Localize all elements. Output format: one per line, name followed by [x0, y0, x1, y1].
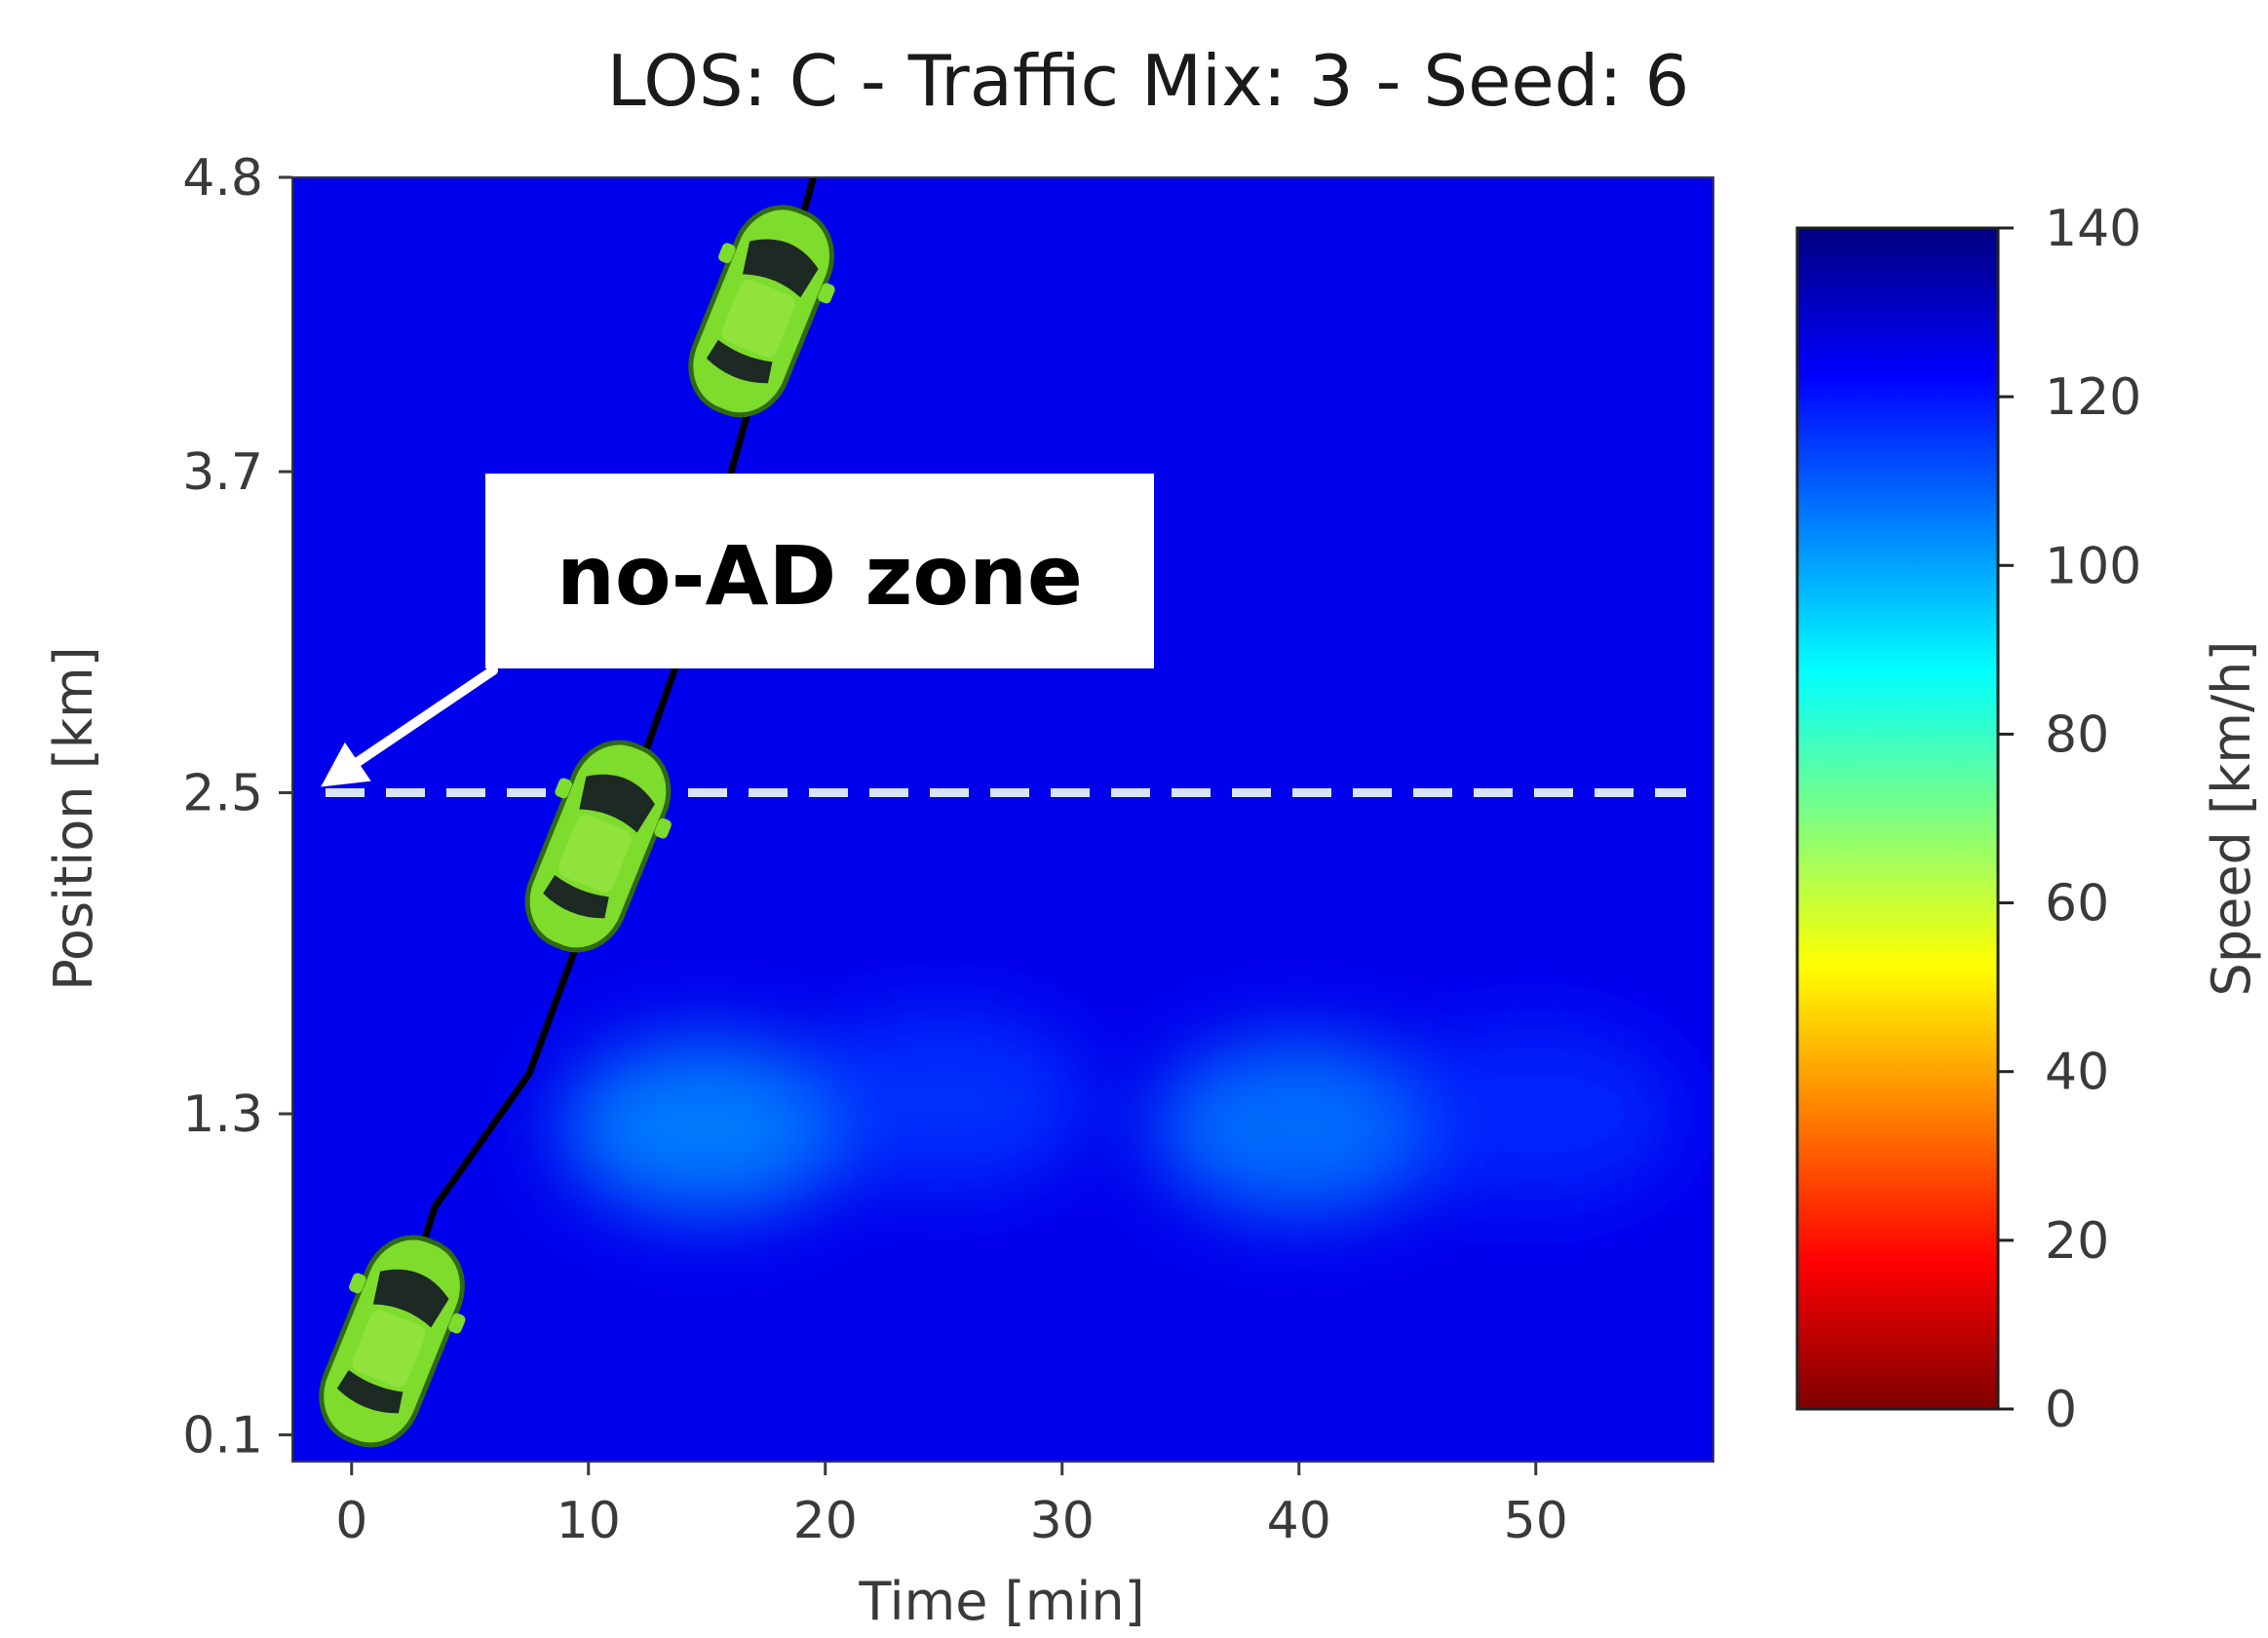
annotation-arrow [345, 666, 498, 772]
y-axis-label: Position [km] [43, 646, 104, 990]
heatmap-speed-field [560, 1012, 1682, 1215]
y-tick-label: 4.8 [182, 149, 263, 208]
car-roof [557, 815, 633, 893]
y-tick-label: 3.7 [182, 443, 263, 502]
x-tick-label: 50 [1504, 1492, 1568, 1550]
annotation-arrowhead [321, 742, 371, 787]
vehicle-marker [524, 740, 672, 953]
colorbar-tick-label: 120 [2045, 368, 2141, 427]
x-tick-label: 40 [1267, 1492, 1331, 1550]
y-tick-label: 1.3 [182, 1086, 263, 1144]
car-mirror [555, 778, 572, 799]
car-rear-window [706, 339, 773, 384]
car-roof [352, 1310, 426, 1388]
no-ad-zone-annotation: no-AD zone [321, 474, 1154, 787]
x-axis-label: Time [min] [858, 1571, 1144, 1632]
colorbar-tick-label: 80 [2045, 705, 2109, 764]
colorbar-tick-label: 100 [2045, 537, 2141, 595]
heatmap-slow-region [560, 1039, 854, 1215]
car-mirror [448, 1313, 466, 1334]
colorbar: 0 20 40 60 80 100 120 140 Speed [km/h] [1795, 200, 2262, 1439]
car-windshield [372, 1269, 449, 1328]
colorbar-tick-label: 20 [2045, 1212, 2109, 1271]
colorbar-label: Speed [km/h] [2201, 641, 2262, 997]
vehicle-markers [319, 205, 835, 1448]
y-tick-label: 2.5 [182, 765, 263, 823]
annotation-text: no-AD zone [557, 528, 1083, 624]
y-axis: 0.1 1.3 2.5 3.7 4.8 [182, 149, 292, 1466]
colorbar-tick-label: 40 [2045, 1044, 2109, 1102]
car-rear-window [543, 875, 609, 919]
car-windshield [742, 239, 819, 298]
car-mirror [718, 243, 736, 264]
car-mirror [818, 283, 835, 304]
x-axis: 0 10 20 30 40 50 [335, 1462, 1568, 1550]
x-tick-label: 30 [1030, 1492, 1095, 1550]
annotation-box [485, 474, 1154, 668]
chart-title: LOS: C - Traffic Mix: 3 - Seed: 6 [607, 40, 1690, 122]
car-mirror [349, 1273, 366, 1294]
vehicle-marker [688, 205, 835, 418]
colorbar-tick-label: 0 [2045, 1381, 2077, 1439]
colorbar-tick-label: 60 [2045, 875, 2109, 933]
heatmap-slow-region [797, 1012, 1091, 1189]
plot-area [291, 176, 1714, 1463]
colorbar-gradient [1797, 228, 1998, 1409]
heatmap-slow-region [1389, 1026, 1682, 1202]
x-tick-label: 20 [793, 1492, 858, 1550]
heatmap-background [292, 177, 1713, 1462]
x-tick-label: 10 [557, 1492, 621, 1550]
car-rear-window [336, 1369, 404, 1414]
colorbar-frame [1795, 226, 2000, 1411]
plot-frame [291, 176, 1714, 1463]
heatmap-slow-region [1152, 1039, 1445, 1215]
car-roof [721, 279, 795, 358]
colorbar-tick-label: 140 [2045, 200, 2141, 258]
colorbar-ticks: 0 20 40 60 80 100 120 140 [1998, 200, 2141, 1439]
car-mirror [654, 818, 672, 839]
y-tick-label: 0.1 [182, 1407, 263, 1466]
car-windshield [579, 774, 655, 833]
vehicle-marker [319, 1235, 466, 1448]
x-tick-label: 0 [335, 1492, 367, 1550]
